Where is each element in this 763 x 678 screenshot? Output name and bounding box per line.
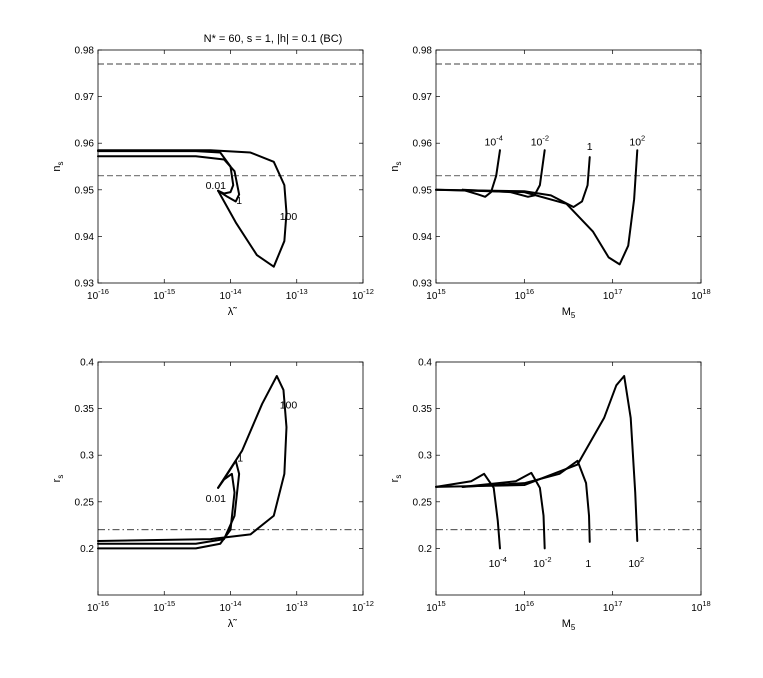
x-tick-label: 10-15 xyxy=(153,599,175,614)
y-tick-label: 0.3 xyxy=(418,451,432,462)
y-axis-label: rs xyxy=(389,475,403,483)
y-tick-label: 0.94 xyxy=(413,232,433,243)
x-tick-label: 10-15 xyxy=(153,287,175,302)
y-tick-label: 0.95 xyxy=(413,185,433,196)
y-tick-label: 0.3 xyxy=(80,451,94,462)
x-axis-label: λ̃ xyxy=(228,306,238,318)
y-tick-label: 0.95 xyxy=(75,185,95,196)
series-label: 102 xyxy=(629,134,645,149)
series-line xyxy=(435,472,501,550)
y-tick-label: 0.25 xyxy=(413,497,433,508)
y-tick-label: 0.97 xyxy=(75,92,95,103)
y-tick-label: 0.93 xyxy=(75,279,95,290)
y-tick-label: 0.96 xyxy=(413,139,433,150)
axes-frame xyxy=(97,361,364,596)
series-line xyxy=(461,149,501,198)
x-tick-label: 1015 xyxy=(426,599,445,614)
series-line xyxy=(97,155,241,203)
y-tick-label: 0.98 xyxy=(75,46,95,57)
series-label: 1 xyxy=(585,558,591,570)
y-tick-label: 0.93 xyxy=(413,279,433,290)
y-tick-label: 0.96 xyxy=(75,139,95,150)
y-tick-label: 0.2 xyxy=(80,544,94,555)
x-tick-label: 1018 xyxy=(691,287,710,302)
series-label: 1 xyxy=(237,453,243,465)
x-tick-label: 10-16 xyxy=(87,287,109,302)
x-tick-label: 1017 xyxy=(603,287,622,302)
figure-title: N* = 60, s = 1, |h| = 0.1 (BC) xyxy=(204,33,343,45)
panel-ns-vs-lambda: 10-16 10-15 10-14 10-13 10-12 0.93 0.94 0.95 0.9… xyxy=(51,46,374,319)
series-line xyxy=(435,149,639,266)
series-label: 100 xyxy=(280,211,298,223)
y-tick-label: 0.25 xyxy=(75,497,95,508)
series-line xyxy=(461,459,591,543)
series-line xyxy=(97,374,288,542)
x-tick-label: 1015 xyxy=(426,287,445,302)
axes-frame xyxy=(435,361,702,596)
y-tick-label: 0.97 xyxy=(413,92,433,103)
y-axis-label: ns xyxy=(389,161,403,171)
x-tick-label: 1016 xyxy=(515,287,534,302)
x-tick-label: 10-13 xyxy=(286,287,308,302)
y-tick-label: 0.2 xyxy=(418,544,432,555)
y-tick-label: 0.35 xyxy=(413,404,433,415)
series-label: 1 xyxy=(236,195,242,207)
y-axis-label: rs xyxy=(51,475,65,483)
x-tick-label: 10-12 xyxy=(352,599,374,614)
series-label: 0.01 xyxy=(206,493,227,505)
y-tick-label: 0.4 xyxy=(418,358,432,369)
series-line xyxy=(435,156,591,209)
x-tick-label: 10-16 xyxy=(87,599,109,614)
panel-ns-vs-m5: 1015 1016 1017 1018 0.93 0.94 0.95 0.96 0.97 0.98… xyxy=(389,46,711,321)
y-axis-label: ns xyxy=(51,161,65,171)
x-tick-label: 10-13 xyxy=(286,599,308,614)
y-tick-label: 0.94 xyxy=(75,232,95,243)
x-axis-label: M5 xyxy=(562,618,576,632)
x-tick-label: 10-14 xyxy=(220,599,242,614)
series-line xyxy=(435,374,639,542)
axes-frame xyxy=(435,49,702,284)
panel-rs-vs-lambda: 10-16 10-15 10-14 10-13 10-12 0.2 0.25 0.3 0.35 0… xyxy=(51,358,374,631)
x-axis-label: M5 xyxy=(562,306,576,320)
series-label: 0.01 xyxy=(206,180,227,192)
series-label: 102 xyxy=(628,555,644,570)
series-label: 1 xyxy=(587,141,593,153)
series-label: 10-2 xyxy=(531,134,549,149)
y-tick-label: 0.98 xyxy=(413,46,433,57)
series-label: 100 xyxy=(280,400,298,412)
x-axis-label: λ̃ xyxy=(228,618,238,630)
series-line xyxy=(97,472,236,550)
series-line xyxy=(97,150,235,195)
series-label: 10-4 xyxy=(485,134,503,149)
x-tick-label: 10-14 xyxy=(220,287,242,302)
x-tick-label: 1017 xyxy=(603,599,622,614)
series-line xyxy=(97,149,288,268)
series-label: 10-4 xyxy=(489,555,507,570)
series-label: 10-2 xyxy=(533,555,551,570)
y-tick-label: 0.35 xyxy=(75,404,95,415)
y-tick-label: 0.4 xyxy=(80,358,94,369)
panel-rs-vs-m5: 1015 1016 1017 1018 0.2 0.25 0.3 0.35 0.4 M5 rs 10-… xyxy=(389,358,711,633)
x-tick-label: 10-12 xyxy=(352,287,374,302)
x-tick-label: 1018 xyxy=(691,599,710,614)
x-tick-label: 1016 xyxy=(515,599,534,614)
